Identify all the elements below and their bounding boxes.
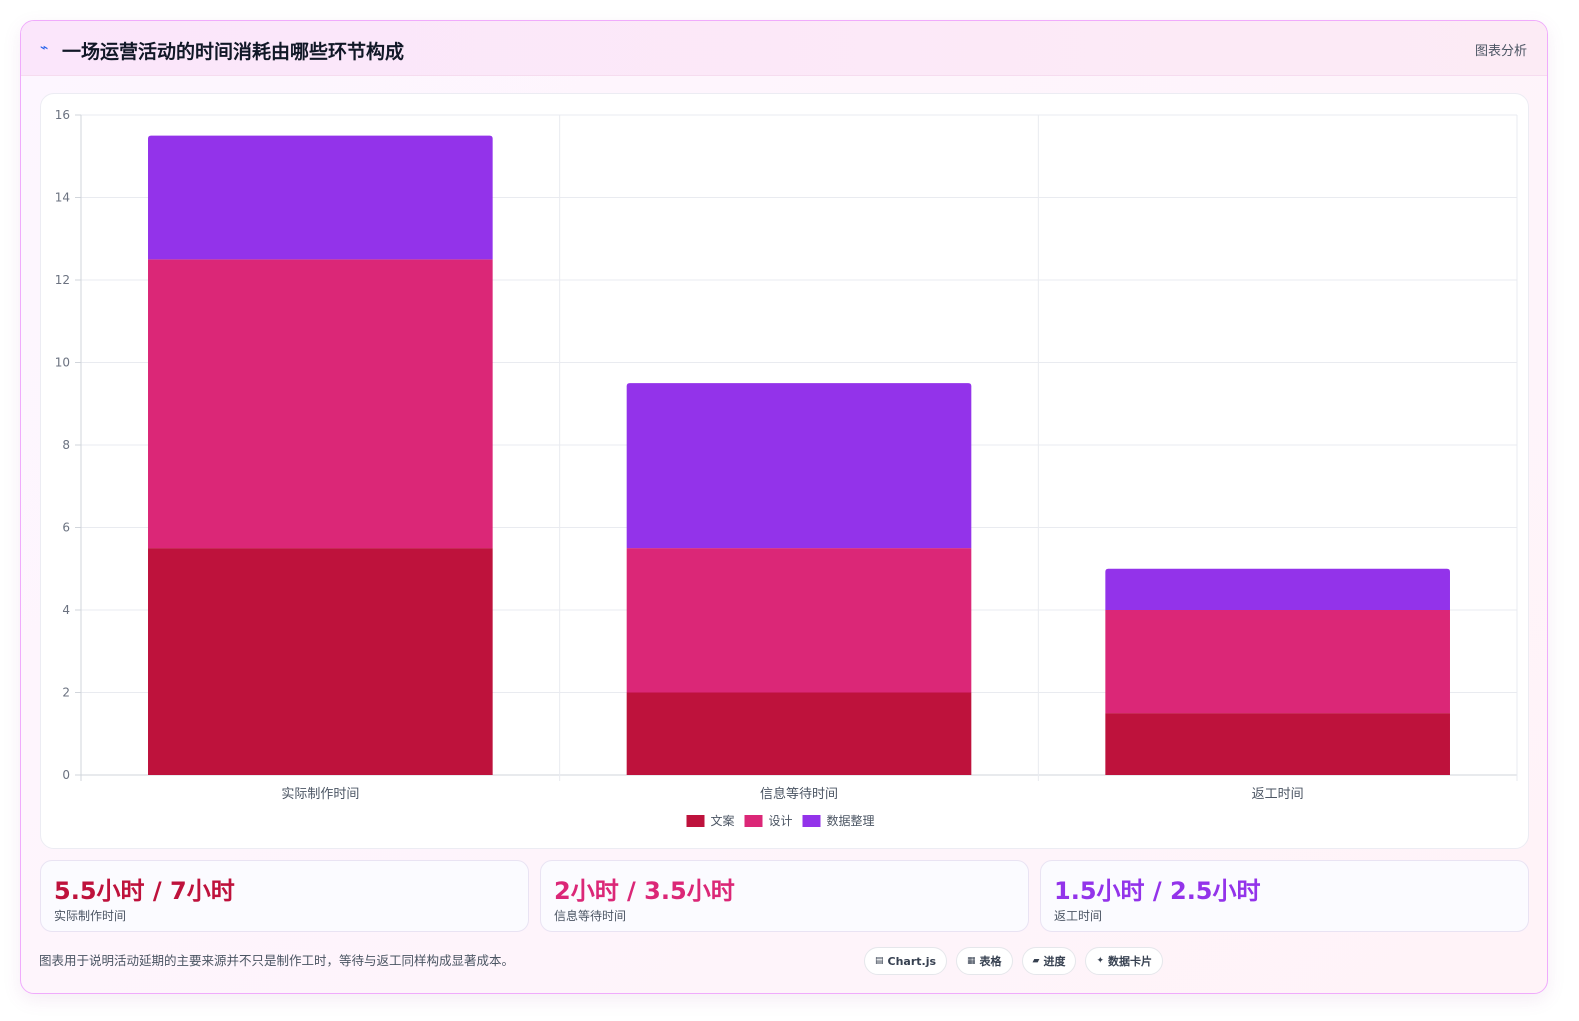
stat-card-waiting: 2小时 / 3.5小时 信息等待时间 bbox=[540, 860, 1029, 932]
chart-icon: ▤ bbox=[875, 956, 884, 966]
page-title: 一场运营活动的时间消耗由哪些环节构成 bbox=[62, 41, 405, 63]
bar-segment bbox=[148, 548, 493, 775]
chip-chartjs[interactable]: ▤ Chart.js bbox=[864, 947, 948, 975]
y-tick-label: 14 bbox=[55, 191, 70, 205]
legend-swatch bbox=[744, 815, 763, 827]
chip-label: 数据卡片 bbox=[1108, 955, 1153, 968]
legend-swatch bbox=[686, 815, 705, 827]
y-tick-label: 12 bbox=[55, 273, 70, 287]
legend-label: 文案 bbox=[711, 813, 735, 828]
x-category-label: 返工时间 bbox=[1252, 787, 1304, 802]
y-tick-label: 16 bbox=[55, 108, 70, 122]
progress-icon: ▰ bbox=[1032, 956, 1040, 966]
x-category-label: 信息等待时间 bbox=[760, 786, 838, 802]
y-tick-label: 6 bbox=[62, 521, 70, 535]
bar-segment bbox=[626, 383, 972, 549]
legend-label: 数据整理 bbox=[827, 813, 875, 828]
chip-table[interactable]: ▦ 表格 bbox=[956, 947, 1013, 975]
stat-label: 信息等待时间 bbox=[554, 909, 627, 923]
bar-segment bbox=[626, 692, 972, 775]
table-icon: ▦ bbox=[967, 956, 976, 966]
x-category-label: 实际制作时间 bbox=[281, 787, 359, 802]
chip-label: 表格 bbox=[979, 955, 1002, 968]
stat-value: 1.5小时 / 2.5小时 bbox=[1054, 877, 1261, 905]
bar-segment bbox=[148, 259, 493, 549]
y-tick-label: 2 bbox=[62, 686, 70, 700]
chart-panel: ⌁ 一场运营活动的时间消耗由哪些环节构成 图表分析 0 2 4 6 8 10 12 14 16 实… bbox=[20, 20, 1548, 994]
stat-card-production: 5.5小时 / 7小时 实际制作时间 bbox=[40, 860, 529, 932]
stat-label: 返工时间 bbox=[1054, 909, 1103, 923]
y-tick-label: 8 bbox=[62, 438, 70, 452]
y-tick-label: 4 bbox=[62, 603, 70, 617]
chart-footnote: 图表用于说明活动延期的主要来源并不只是制作工时，等待与返工同样构成显著成本。 bbox=[39, 953, 515, 968]
bar-segment bbox=[1105, 713, 1450, 775]
y-tick-label: 10 bbox=[55, 356, 70, 370]
sparkle-icon: ✦ bbox=[1096, 956, 1105, 966]
legend-swatch bbox=[802, 815, 821, 827]
chart-card: 0 2 4 6 8 10 12 14 16 实际制作时间 信息等待时间 返工时间文案 设计 数据整理 bbox=[40, 93, 1529, 849]
chip-progress[interactable]: ▰ 进度 bbox=[1021, 947, 1077, 975]
bar-segment bbox=[148, 135, 493, 260]
activity-icon: ⌁ bbox=[40, 40, 49, 56]
stat-card-rework: 1.5小时 / 2.5小时 返工时间 bbox=[1040, 860, 1529, 932]
stat-label: 实际制作时间 bbox=[54, 909, 127, 923]
chip-data-card[interactable]: ✦ 数据卡片 bbox=[1085, 947, 1164, 975]
bar-segment bbox=[1105, 568, 1450, 610]
stat-value: 2小时 / 3.5小时 bbox=[554, 877, 735, 905]
chip-label: Chart.js bbox=[887, 954, 937, 968]
y-tick-label: 0 bbox=[62, 768, 70, 782]
panel-header: ⌁ 一场运营活动的时间消耗由哪些环节构成 图表分析 bbox=[21, 21, 1547, 76]
stat-value: 5.5小时 / 7小时 bbox=[54, 877, 235, 905]
tech-chips: ▤ Chart.js ▦ 表格 ▰ 进度 ✦ 数据卡片 bbox=[864, 947, 1164, 975]
chip-label: 进度 bbox=[1043, 955, 1066, 968]
bar-segment bbox=[626, 548, 972, 693]
bar-segment bbox=[1105, 610, 1450, 714]
chart-analysis-tag: 图表分析 bbox=[1474, 44, 1527, 59]
legend-label: 设计 bbox=[769, 814, 793, 828]
